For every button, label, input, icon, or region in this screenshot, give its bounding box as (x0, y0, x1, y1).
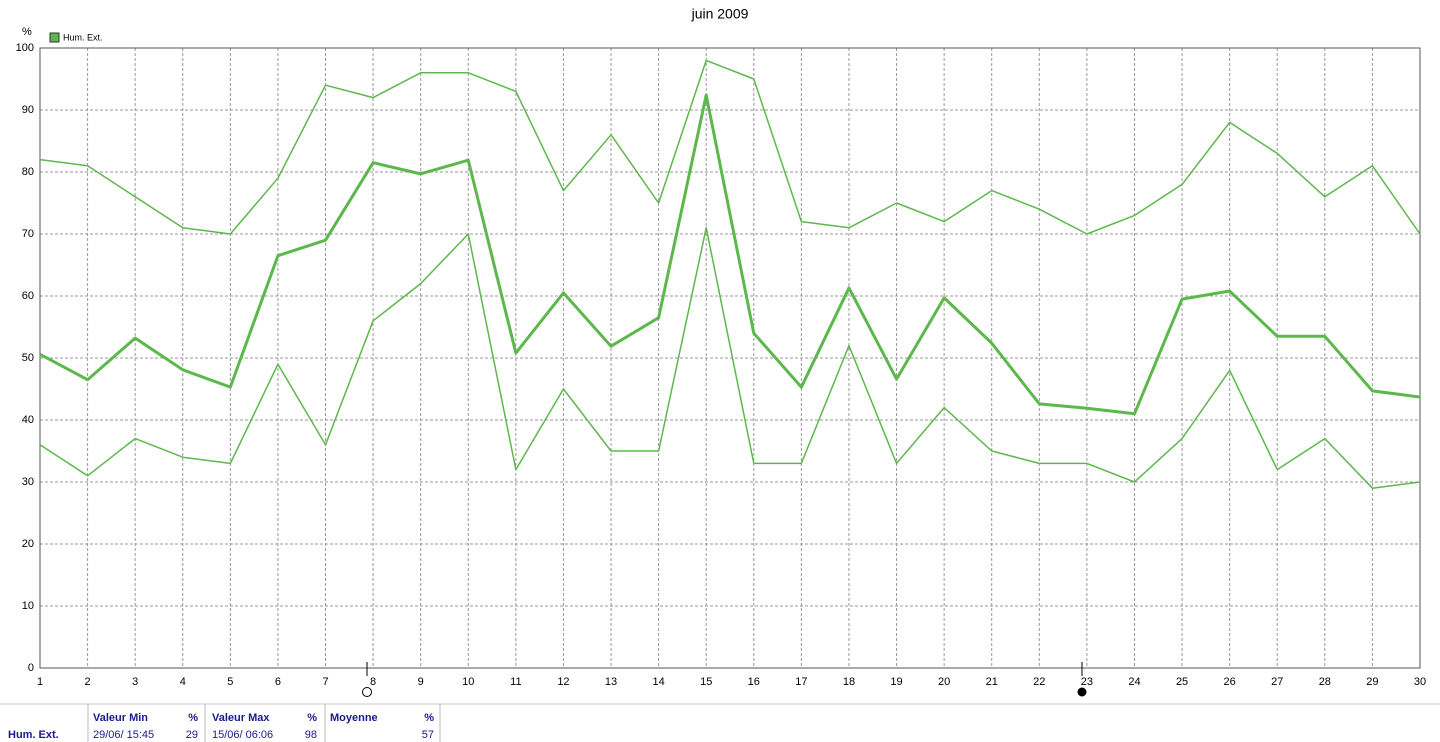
x-tick-label: 12 (557, 676, 569, 688)
y-unit: % (22, 26, 32, 38)
y-tick-label: 30 (22, 476, 34, 488)
x-tick-label: 26 (1224, 676, 1236, 688)
x-tick-label: 1 (37, 676, 43, 688)
y-tick-label: 80 (22, 166, 34, 178)
cursor-marker (1077, 687, 1087, 697)
cell: 57 (422, 729, 434, 741)
x-tick-label: 13 (605, 676, 617, 688)
cell: 29 (186, 729, 198, 741)
cell: 15/06/ 06:06 (212, 729, 273, 741)
data-line (39, 93, 1421, 416)
x-tick-label: 22 (1033, 676, 1045, 688)
x-tick-label: 6 (275, 676, 281, 688)
x-tick-label: 19 (890, 676, 902, 688)
plot-frame (39, 47, 1421, 669)
col-unit: % (188, 712, 198, 724)
x-tick-label: 28 (1319, 676, 1331, 688)
data-line (39, 227, 1421, 489)
col-unit: % (307, 712, 317, 724)
x-tick-label: 15 (700, 676, 712, 688)
y-tick-label: 10 (22, 600, 34, 612)
x-tick-label: 14 (652, 676, 664, 688)
x-tick-label: 30 (1414, 676, 1426, 688)
y-tick-label: 40 (22, 414, 34, 426)
x-tick-label: 29 (1366, 676, 1378, 688)
x-tick-label: 18 (843, 676, 855, 688)
col-header: Moyenne (330, 712, 378, 724)
x-tick-label: 25 (1176, 676, 1188, 688)
x-tick-label: 11 (510, 676, 521, 688)
x-tick-label: 7 (322, 676, 328, 688)
y-tick-label: 70 (22, 228, 34, 240)
y-tick-label: 50 (22, 352, 34, 364)
x-tick-label: 5 (227, 676, 233, 688)
y-tick-label: 60 (22, 290, 34, 302)
x-tick-label: 23 (1081, 676, 1093, 688)
x-tick-label: 8 (370, 676, 376, 688)
y-tick-label: 20 (22, 538, 34, 550)
row-label: Hum. Ext. (8, 729, 59, 741)
y-tick-label: 0 (28, 662, 34, 674)
col-unit: % (424, 712, 434, 724)
data-line (39, 59, 1421, 235)
x-tick-label: 20 (938, 676, 950, 688)
y-tick-label: 100 (16, 42, 34, 54)
x-tick-label: 2 (85, 676, 91, 688)
cell: 98 (305, 729, 317, 741)
x-tick-label: 9 (418, 676, 424, 688)
cursor-marker (362, 687, 372, 697)
chart-title: juin 2009 (691, 6, 749, 22)
x-tick-label: 10 (462, 676, 474, 688)
legend-label: Hum. Ext. (63, 32, 103, 42)
x-tick-label: 27 (1271, 676, 1283, 688)
legend-swatch (49, 32, 60, 43)
x-tick-label: 16 (748, 676, 760, 688)
x-tick-label: 24 (1128, 676, 1140, 688)
x-tick-label: 21 (986, 676, 998, 688)
col-header: Valeur Max (212, 712, 270, 724)
col-header: Valeur Min (93, 712, 148, 724)
x-tick-label: 17 (795, 676, 807, 688)
y-tick-label: 90 (22, 104, 34, 116)
x-tick-label: 4 (180, 676, 186, 688)
cell: 29/06/ 15:45 (93, 729, 154, 741)
x-tick-label: 3 (132, 676, 138, 688)
